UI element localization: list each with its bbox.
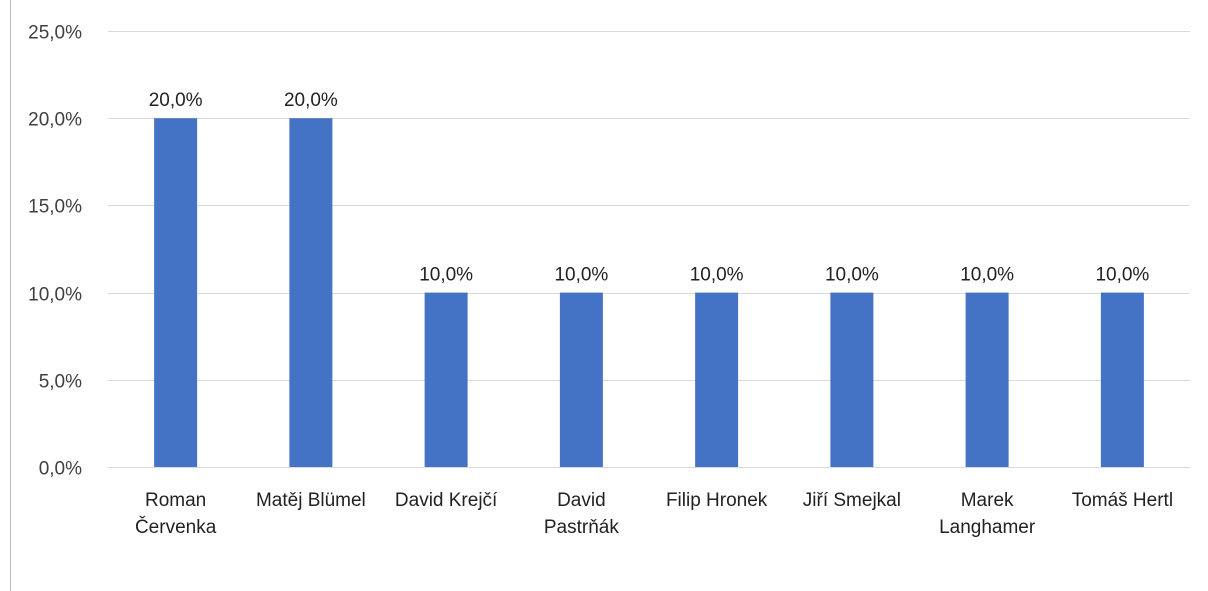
- x-category-label: Tomáš Hertl: [1072, 490, 1173, 511]
- x-category-label-line: Tomáš Hertl: [1072, 490, 1173, 511]
- data-label: 10,0%: [960, 265, 1014, 286]
- data-label: 10,0%: [825, 265, 879, 286]
- bar: [695, 292, 739, 467]
- x-category-label-line: David Krejčí: [395, 490, 498, 511]
- gridlines: [108, 31, 1190, 468]
- x-category-label-line: Červenka: [135, 516, 217, 538]
- bar: [424, 292, 468, 467]
- y-tick-label: 0,0%: [39, 459, 82, 480]
- bars: [154, 118, 1144, 467]
- x-category-label-line: Matěj Blümel: [256, 490, 366, 511]
- x-category-label: Filip Hronek: [666, 490, 768, 511]
- x-category-label: Roman Červenka: [135, 490, 217, 538]
- bar: [965, 292, 1009, 467]
- data-label: 10,0%: [419, 265, 473, 286]
- y-tick-label: 15,0%: [28, 197, 82, 218]
- x-category-label-line: Filip Hronek: [666, 490, 768, 511]
- x-category-label-line: Jiří Smejkal: [803, 490, 901, 511]
- x-category-label-line: Pastrňák: [544, 517, 619, 538]
- bar: [559, 292, 603, 467]
- bar: [289, 118, 333, 467]
- x-category-label: Matěj Blümel: [256, 490, 366, 511]
- data-label: 10,0%: [1095, 265, 1149, 286]
- x-axis-category-labels: Roman Červenka Matěj Blümel David Krejčí Dav…: [135, 490, 1173, 538]
- y-tick-label: 20,0%: [28, 110, 82, 131]
- x-category-label-line: David: [557, 490, 606, 511]
- x-category-label: Marek Langhamer: [939, 490, 1036, 538]
- bar: [830, 292, 874, 467]
- x-category-label-line: Langhamer: [939, 517, 1036, 538]
- x-category-label: David Pastrňák: [544, 490, 619, 538]
- bar: [1100, 292, 1144, 467]
- x-category-label: Jiří Smejkal: [803, 490, 901, 511]
- y-tick-label: 10,0%: [28, 285, 82, 306]
- bar: [154, 118, 198, 467]
- chart-left-border: [10, 0, 11, 591]
- x-category-label-line: Marek: [961, 490, 1014, 511]
- data-label: 20,0%: [284, 90, 338, 111]
- x-category-label-line: Roman: [145, 490, 206, 511]
- data-label: 10,0%: [554, 265, 608, 286]
- data-labels: 20,0% 20,0% 10,0% 10,0% 10,0% 10,0% 10,0% 10,0%: [149, 90, 1150, 285]
- data-label: 20,0%: [149, 90, 203, 111]
- y-tick-label: 25,0%: [28, 23, 82, 44]
- data-label: 10,0%: [690, 265, 744, 286]
- y-axis-tick-labels: 0,0% 5,0% 10,0% 15,0% 20,0% 25,0%: [28, 23, 82, 480]
- x-category-label: David Krejčí: [395, 490, 498, 511]
- y-tick-label: 5,0%: [39, 372, 82, 393]
